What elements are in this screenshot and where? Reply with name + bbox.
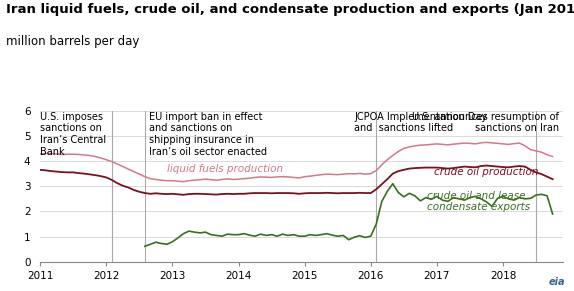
- Text: crude oil and lease
condensate exports: crude oil and lease condensate exports: [427, 191, 530, 212]
- Text: crude oil production: crude oil production: [433, 167, 538, 177]
- Text: million barrels per day: million barrels per day: [6, 35, 139, 48]
- Text: liquid fuels production: liquid fuels production: [167, 164, 284, 174]
- Text: U.S. announces resumption of
sanctions on Iran: U.S. announces resumption of sanctions o…: [412, 112, 559, 134]
- Text: EU import ban in effect
and sanctions on
shipping insurance in
Iran’s oil sector: EU import ban in effect and sanctions on…: [149, 112, 267, 157]
- Text: JCPOA Implementation Day
and  sanctions lifted: JCPOA Implementation Day and sanctions l…: [354, 112, 487, 134]
- Text: eia: eia: [549, 277, 565, 287]
- Text: Iran liquid fuels, crude oil, and condensate production and exports (Jan 2011- S: Iran liquid fuels, crude oil, and conden…: [6, 3, 574, 16]
- Text: U.S. imposes
sanctions on
Iran’s Central
Bank: U.S. imposes sanctions on Iran’s Central…: [40, 112, 106, 157]
